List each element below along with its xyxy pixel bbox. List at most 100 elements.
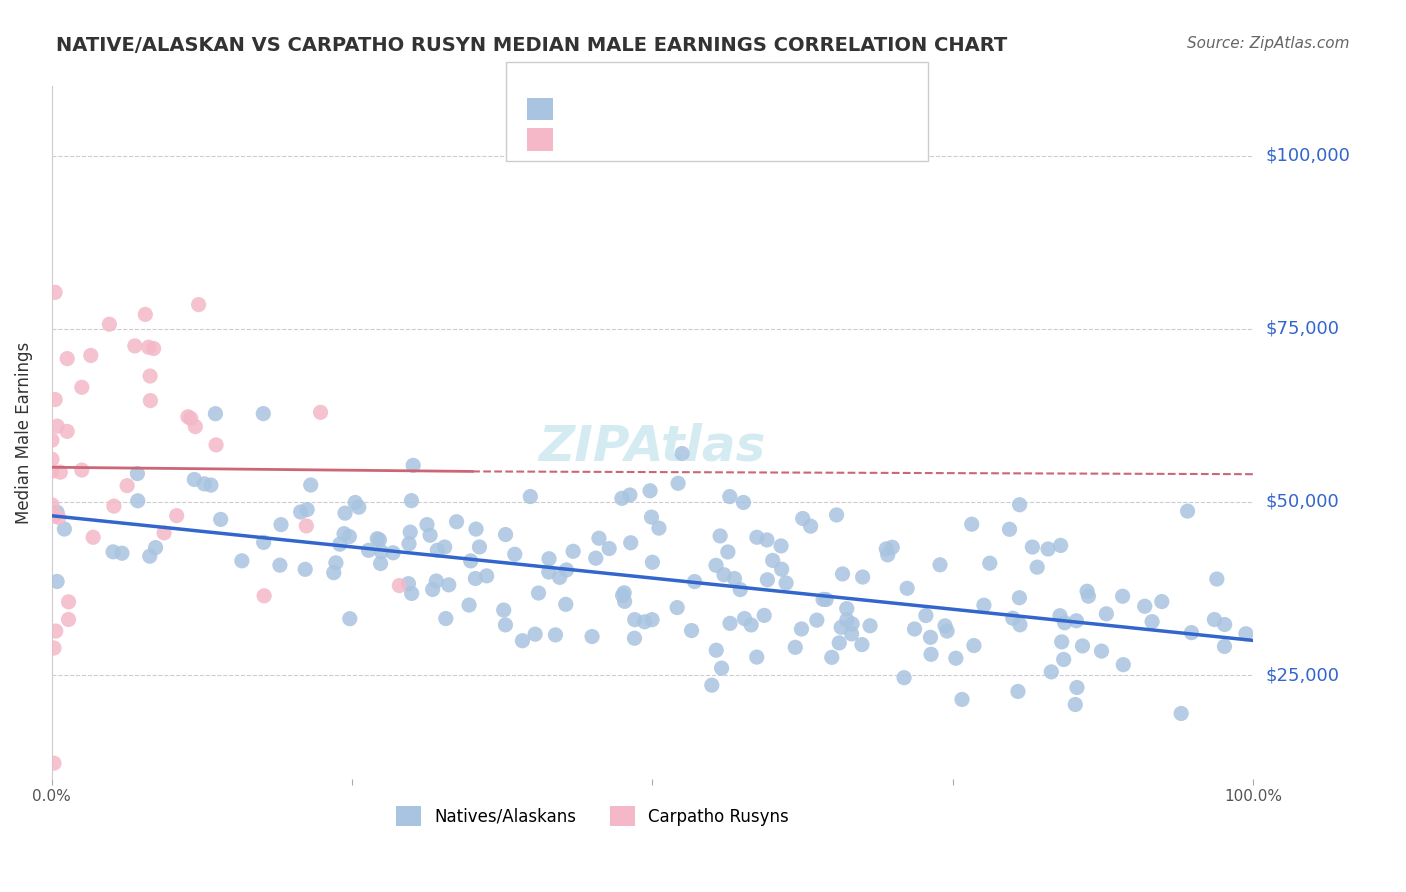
Point (58, 612, 80, 626)
Point (70, 463, 93, 477)
Point (613, 586, 636, 600)
Point (127, 467, 149, 481)
Point (512, 633, 534, 648)
Point (494, 618, 516, 632)
Point (1077, 589, 1099, 603)
Point (828, 636, 851, 650)
Point (1133, 599, 1156, 614)
Point (1090, 644, 1112, 658)
Point (458, 598, 481, 612)
Point (723, 572, 745, 586)
Point (1007, 684, 1029, 698)
Point (48, 510, 70, 524)
Point (209, 512, 232, 526)
Point (368, 533, 391, 547)
Point (554, 598, 576, 612)
Point (1049, 608, 1071, 623)
Point (524, 627, 547, 641)
Point (1049, 538, 1071, 552)
Point (45, 624, 67, 638)
Point (460, 554, 482, 568)
Point (475, 569, 498, 583)
Point (41, 498, 63, 512)
Point (835, 613, 858, 627)
Point (183, 473, 205, 487)
Point (979, 556, 1001, 570)
Point (138, 340, 160, 354)
Point (322, 566, 344, 580)
Point (633, 615, 655, 629)
Point (755, 533, 778, 547)
Point (623, 632, 645, 646)
Point (337, 530, 360, 544)
Legend: Natives/Alaskans, Carpatho Rusyns: Natives/Alaskans, Carpatho Rusyns (389, 799, 796, 833)
Point (825, 508, 848, 522)
Point (446, 515, 468, 529)
Point (44, 392, 66, 407)
Point (98, 317, 121, 331)
Text: $25,000: $25,000 (1265, 666, 1339, 684)
Text: $50,000: $50,000 (1265, 493, 1339, 511)
Point (666, 600, 689, 615)
Point (915, 608, 938, 623)
Point (44, 285, 66, 300)
Point (638, 483, 661, 498)
Point (585, 551, 607, 566)
Point (896, 582, 918, 596)
Point (401, 586, 423, 600)
Point (1234, 626, 1257, 640)
Point (309, 405, 332, 419)
Point (1177, 504, 1199, 518)
Point (184, 419, 207, 434)
Point (1205, 572, 1227, 586)
Point (253, 589, 276, 603)
Point (1008, 591, 1031, 605)
Point (666, 476, 689, 491)
Point (187, 297, 209, 311)
Point (42, 640, 65, 655)
Point (1026, 560, 1049, 574)
Point (548, 570, 571, 584)
Point (527, 586, 550, 600)
Point (402, 458, 425, 473)
Point (519, 490, 541, 504)
Point (142, 342, 165, 356)
Point (366, 532, 388, 546)
Point (166, 508, 188, 523)
Point (770, 539, 793, 553)
Point (641, 555, 664, 569)
Point (1071, 639, 1094, 653)
Text: $100,000: $100,000 (1265, 146, 1350, 165)
Point (893, 671, 915, 685)
Point (700, 678, 723, 692)
Point (401, 493, 423, 508)
Point (1095, 607, 1118, 621)
Point (253, 535, 276, 549)
Point (416, 517, 439, 532)
Point (815, 592, 838, 607)
Point (841, 627, 863, 641)
Point (648, 521, 671, 535)
Point (252, 407, 274, 421)
Point (733, 495, 755, 509)
Text: Source: ZipAtlas.com: Source: ZipAtlas.com (1187, 36, 1350, 51)
Point (728, 582, 751, 597)
Point (398, 537, 420, 551)
Point (718, 616, 741, 631)
Point (710, 661, 733, 675)
Point (46, 574, 69, 589)
Point (49, 465, 72, 479)
Point (325, 556, 347, 570)
Point (821, 650, 844, 665)
Point (70, 380, 93, 394)
Point (42, 508, 65, 523)
Point (56, 351, 79, 366)
Point (127, 493, 149, 508)
Point (800, 519, 823, 533)
Point (53, 522, 76, 536)
Point (153, 525, 176, 540)
Text: ZIPAtlas: ZIPAtlas (538, 423, 766, 470)
Text: R = -0.601   N = 193: R = -0.601 N = 193 (541, 116, 714, 134)
Point (503, 547, 526, 561)
Point (382, 546, 405, 560)
